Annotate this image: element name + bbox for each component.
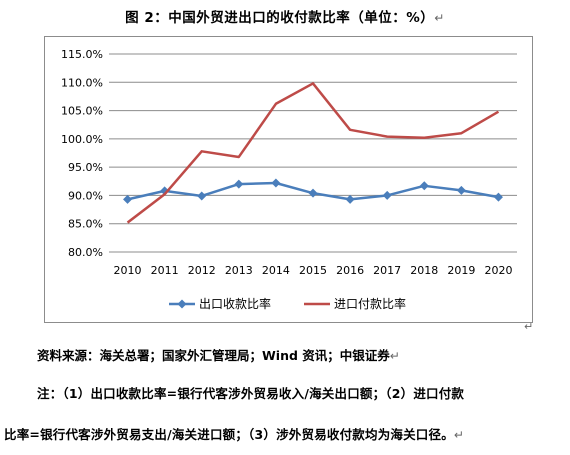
note-line-1: 注：（1）出口收款比率=银行代客涉外贸易收入/海关出口额；（2）进口付款 [37, 386, 465, 401]
x-tick-label: 2019 [447, 264, 475, 277]
chart-frame [44, 36, 533, 323]
legend-label-2: 进口付款比率 [334, 296, 406, 311]
note-line-2-text: 比率=银行代客涉外贸易支出/海关进口额；（3）涉外贸易收付款均为海关口径。 [4, 427, 454, 442]
y-tick-label: 80.0% [68, 246, 103, 259]
source-text: 资料来源：海关总署；国家外汇管理局；Wind 资讯；中银证券 [37, 348, 390, 363]
y-tick-label: 100.0% [61, 133, 103, 146]
data-point [234, 179, 244, 189]
y-tick-label: 85.0% [68, 218, 103, 231]
x-tick-label: 2020 [484, 264, 512, 277]
data-point [308, 188, 318, 198]
paragraph-mark: ↵ [389, 349, 400, 363]
x-tick-label: 2011 [151, 264, 179, 277]
legend-marker [177, 299, 187, 309]
y-tick-label: 95.0% [68, 161, 103, 174]
paragraph-mark: ↵ [524, 320, 534, 333]
data-point [271, 178, 281, 188]
x-tick-label: 2016 [336, 264, 364, 277]
source-note: 资料来源：海关总署；国家外汇管理局；Wind 资讯；中银证券↵ [37, 345, 400, 364]
series-line-2 [126, 82, 500, 224]
y-tick-label: 115.0% [61, 48, 103, 61]
x-tick-label: 2014 [262, 264, 290, 277]
data-point [197, 191, 207, 201]
note-line-2: 比率=银行代客涉外贸易支出/海关进口额；（3）涉外贸易收付款均为海关口径。↵ [4, 424, 464, 443]
line-chart: 80.0% 85.0% 90.0% 95.0% 100.0% 105.0% 110.0% 11… [61, 48, 517, 311]
data-point [123, 194, 133, 204]
x-tick-label: 2015 [299, 264, 327, 277]
data-point [419, 181, 429, 191]
data-point [493, 192, 503, 202]
x-tick-label: 2017 [373, 264, 401, 277]
x-tick-label: 2012 [188, 264, 216, 277]
y-tick-label: 105.0% [61, 105, 103, 118]
y-tick-label: 90.0% [68, 189, 103, 202]
chart-title: 图 2：中国外贸进出口的收付款比率（单位：%）↵ [0, 6, 570, 26]
x-tick-label: 2010 [114, 264, 142, 277]
data-point [456, 185, 466, 195]
chart-title-text: 图 2：中国外贸进出口的收付款比率（单位：%） [125, 10, 435, 26]
x-tick-label: 2018 [410, 264, 438, 277]
data-point [382, 190, 392, 200]
data-point [345, 194, 355, 204]
legend-label-1: 出口收款比率 [199, 296, 271, 311]
paragraph-mark: ↵ [453, 428, 465, 442]
x-tick-label: 2013 [225, 264, 253, 277]
paragraph-mark: ↵ [434, 11, 445, 25]
y-tick-label: 110.0% [61, 76, 103, 89]
